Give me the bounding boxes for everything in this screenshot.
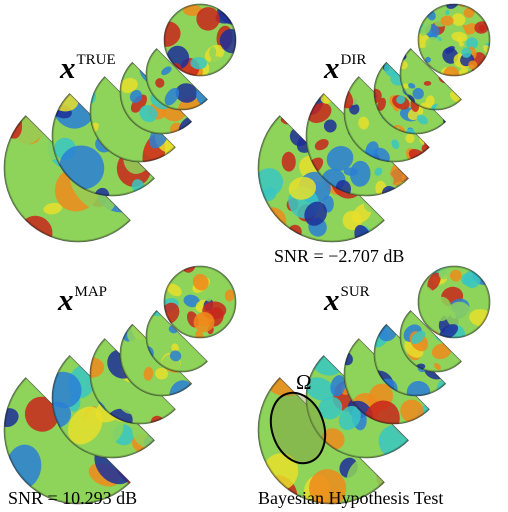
panel-x-dir: xDIR SNR = −2.707 dB [254, 0, 508, 266]
panel-x-true: xTRUE [0, 0, 254, 256]
sphere-shell [418, 266, 490, 338]
layered-sphere-x-true [3, 3, 237, 243]
hypothesis-test-caption: Bayesian Hypothesis Test [258, 488, 444, 508]
layered-sphere-x-dir [257, 3, 491, 243]
panel-title-x-true: xTRUE [60, 50, 116, 85]
panel-x-sur: xSUR Ω Bayesian Hypothesis Test [254, 256, 508, 512]
panel-title-x-sur: xSUR [324, 282, 370, 317]
layered-sphere-x-map [3, 265, 237, 505]
omega-region-label: Ω [296, 370, 312, 394]
panel-x-map: xMAP SNR = 10.293 dB [0, 256, 254, 512]
panel-title-x-map: xMAP [58, 282, 108, 317]
sphere-shell [418, 4, 490, 76]
layered-sphere-x-sur [257, 265, 491, 505]
omega-region-outline [269, 391, 327, 465]
panel-title-x-dir: xDIR [324, 50, 367, 85]
snr-caption-dir: SNR = −2.707 dB [274, 246, 405, 266]
snr-caption-map: SNR = 10.293 dB [8, 488, 138, 508]
